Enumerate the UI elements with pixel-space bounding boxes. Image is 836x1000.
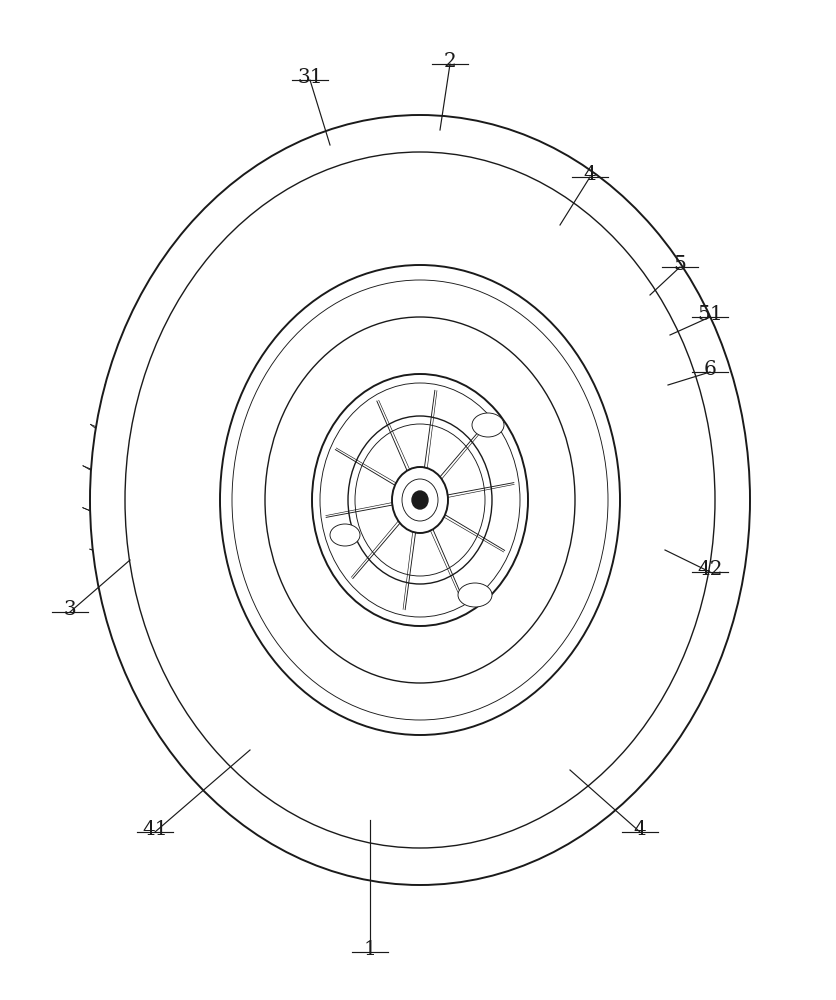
Polygon shape bbox=[176, 303, 204, 327]
Polygon shape bbox=[712, 470, 743, 481]
Polygon shape bbox=[417, 764, 427, 791]
Text: 51: 51 bbox=[696, 305, 722, 324]
Polygon shape bbox=[705, 558, 736, 572]
Ellipse shape bbox=[319, 383, 519, 617]
Text: 4: 4 bbox=[583, 165, 596, 184]
Ellipse shape bbox=[401, 479, 437, 521]
Polygon shape bbox=[122, 604, 153, 622]
Ellipse shape bbox=[472, 413, 503, 437]
Polygon shape bbox=[686, 378, 717, 396]
Polygon shape bbox=[314, 749, 331, 777]
Ellipse shape bbox=[391, 467, 447, 533]
Polygon shape bbox=[713, 514, 743, 525]
Polygon shape bbox=[95, 475, 126, 486]
Polygon shape bbox=[635, 673, 663, 697]
Text: 5: 5 bbox=[673, 255, 686, 274]
Polygon shape bbox=[662, 336, 691, 358]
Polygon shape bbox=[264, 731, 286, 758]
Polygon shape bbox=[365, 760, 379, 788]
Ellipse shape bbox=[329, 524, 359, 546]
Polygon shape bbox=[513, 747, 531, 775]
Polygon shape bbox=[688, 599, 719, 617]
Text: 1: 1 bbox=[363, 940, 376, 959]
Polygon shape bbox=[412, 209, 422, 236]
Polygon shape bbox=[594, 267, 619, 293]
Polygon shape bbox=[631, 299, 659, 323]
Polygon shape bbox=[220, 707, 245, 733]
Polygon shape bbox=[96, 519, 126, 530]
Ellipse shape bbox=[411, 491, 427, 509]
Text: 31: 31 bbox=[297, 68, 323, 87]
Polygon shape bbox=[308, 225, 326, 253]
Polygon shape bbox=[181, 677, 208, 701]
Text: 4: 4 bbox=[633, 820, 645, 839]
Polygon shape bbox=[104, 428, 135, 442]
Text: 41: 41 bbox=[142, 820, 167, 839]
Polygon shape bbox=[553, 242, 574, 269]
Ellipse shape bbox=[220, 265, 619, 735]
Polygon shape bbox=[665, 638, 695, 660]
Text: 2: 2 bbox=[443, 52, 456, 71]
Ellipse shape bbox=[312, 374, 528, 626]
Polygon shape bbox=[215, 270, 240, 296]
Polygon shape bbox=[259, 244, 281, 272]
Polygon shape bbox=[145, 340, 174, 362]
Text: 42: 42 bbox=[696, 560, 722, 579]
Polygon shape bbox=[507, 223, 525, 251]
Ellipse shape bbox=[348, 416, 492, 584]
Text: 6: 6 bbox=[703, 360, 716, 379]
Polygon shape bbox=[703, 423, 734, 438]
Ellipse shape bbox=[457, 583, 492, 607]
Polygon shape bbox=[558, 728, 579, 756]
Polygon shape bbox=[147, 642, 177, 664]
Ellipse shape bbox=[145, 155, 724, 845]
Polygon shape bbox=[466, 759, 479, 787]
Polygon shape bbox=[104, 562, 135, 577]
Ellipse shape bbox=[90, 115, 749, 885]
Ellipse shape bbox=[125, 152, 714, 848]
Polygon shape bbox=[359, 213, 373, 241]
Polygon shape bbox=[599, 704, 624, 730]
Polygon shape bbox=[461, 212, 473, 240]
Polygon shape bbox=[120, 383, 150, 401]
Text: 3: 3 bbox=[64, 600, 76, 619]
Ellipse shape bbox=[354, 424, 484, 576]
Ellipse shape bbox=[265, 317, 574, 683]
Ellipse shape bbox=[232, 280, 607, 720]
